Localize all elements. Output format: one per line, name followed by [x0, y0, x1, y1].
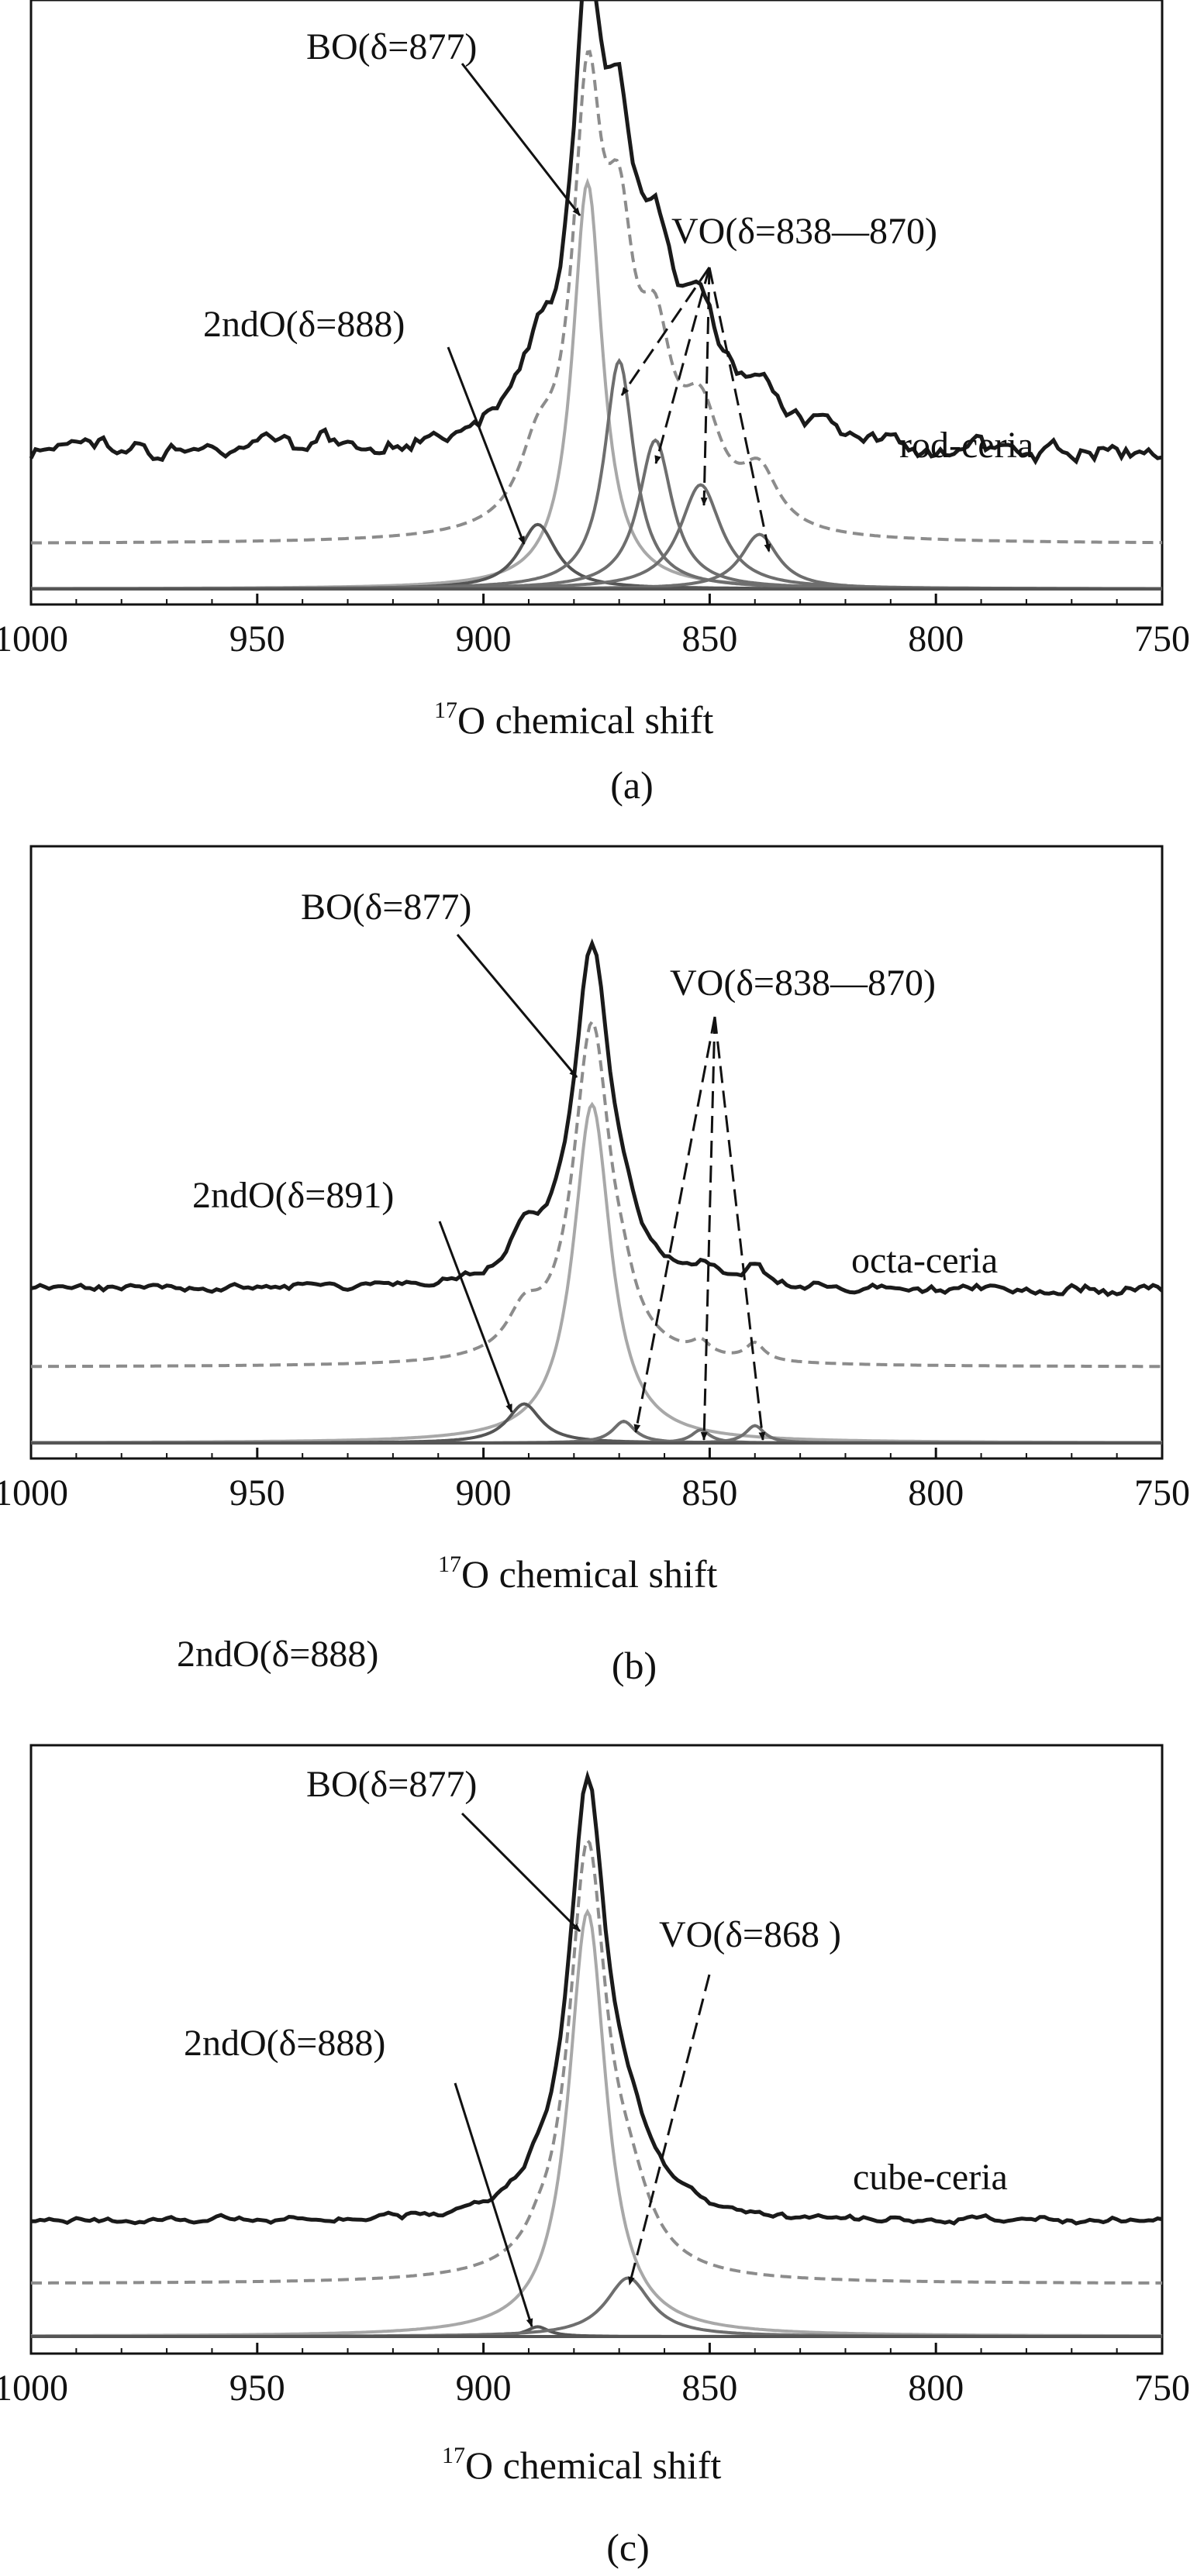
- annotation-arrows: [447, 63, 771, 553]
- bo-annotation: BO(δ=877): [306, 1764, 477, 1805]
- x-tick-label: 800: [908, 1472, 964, 1514]
- x-tick-label: 900: [456, 1472, 512, 1514]
- bo-annotation: BO(δ=877): [306, 26, 477, 67]
- x-tick-label: 850: [681, 618, 737, 659]
- bo-annotation: BO(δ=877): [301, 887, 471, 928]
- x-tick-label: 950: [229, 2368, 285, 2409]
- panel-label: (b): [612, 1644, 657, 1687]
- spectra: [30, 938, 1164, 1445]
- x-axis-title-superscript: 17: [434, 697, 457, 723]
- spectra: [29, 0, 1163, 591]
- vo-annotation: VO(δ=838—870): [670, 963, 936, 1004]
- x-tick-label: 750: [1134, 618, 1190, 659]
- vo-annotation: VO(δ=868 ): [659, 1914, 841, 1955]
- x-axis-ticks: 1000 950 900 850 800 750: [0, 1448, 1190, 1514]
- annotation-arrows: [438, 934, 766, 1441]
- sample-label: octa-ceria: [851, 1240, 998, 1281]
- component-curve-vo-component-2: [31, 357, 1162, 591]
- component-curve-2ndo-component-1: [31, 522, 1162, 591]
- x-axis-title-superscript: 17: [438, 1551, 461, 1577]
- vo-annotation: VO(δ=838—870): [671, 211, 937, 252]
- spectra: [30, 1770, 1163, 2338]
- plot-frame: [29, 1744, 1164, 2355]
- component-curve-bo-component-0: [31, 1908, 1163, 2338]
- fit-sum-curve: [31, 1837, 1163, 2285]
- x-axis-title-text: O chemical shift: [457, 698, 714, 742]
- plot-frame: [29, 845, 1164, 1460]
- panel-label: (a): [610, 763, 654, 807]
- panel-a: 1000 950 900 850 800 750 BO(δ=877) VO(δ=838—8…: [0, 0, 1190, 807]
- x-axis-title-text: O chemical shift: [465, 2443, 722, 2487]
- second-oxygen-annotation: 2ndO(δ=888): [203, 304, 405, 345]
- component-curve-bo-component-0: [31, 177, 1162, 591]
- x-tick-label: 850: [681, 2368, 737, 2409]
- x-tick-label: 750: [1134, 2368, 1190, 2409]
- x-tick-label: 800: [908, 618, 964, 659]
- x-tick-label: 1000: [0, 1472, 68, 1514]
- component-curve-vo-component-2: [31, 1419, 1162, 1445]
- x-axis-title-text: O chemical shift: [461, 1552, 718, 1596]
- fit-sum-curve: [31, 50, 1162, 545]
- x-tick-label: 850: [681, 1472, 737, 1514]
- x-axis-title: 17O chemical shift: [442, 2443, 722, 2487]
- x-tick-label: 950: [229, 618, 285, 659]
- annotation-arrows: [454, 1812, 711, 2328]
- x-tick-label: 750: [1134, 1472, 1190, 1514]
- x-tick-label: 950: [229, 1472, 285, 1514]
- x-axis-title: 17O chemical shift: [438, 1551, 718, 1596]
- panel-b: 1000 950 900 850 800 750 BO(δ=877) VO(δ=838—8…: [0, 845, 1190, 1687]
- experimental-spectrum: [30, 1770, 1163, 2226]
- panel-label: (c): [606, 2526, 650, 2569]
- x-tick-label: 1000: [0, 2368, 68, 2409]
- x-tick-label: 900: [456, 2368, 512, 2409]
- component-curve-vo-component-2: [31, 2276, 1162, 2338]
- panel-c: 1000 950 900 850 800 750 BO(δ=877) VO(δ=868 )…: [0, 1744, 1190, 2569]
- stray-label: 2ndO(δ=888): [177, 1634, 378, 1675]
- x-axis-ticks: 1000 950 900 850 800 750: [0, 2343, 1190, 2409]
- plot-frame: [29, 0, 1164, 606]
- x-axis-title: 17O chemical shift: [434, 697, 714, 742]
- second-oxygen-annotation: 2ndO(δ=891): [192, 1175, 394, 1216]
- x-tick-label: 1000: [0, 618, 68, 659]
- x-tick-label: 800: [908, 2368, 964, 2409]
- x-axis-title-superscript: 17: [442, 2443, 465, 2468]
- x-axis-ticks: 1000 950 900 850 800 750: [0, 594, 1190, 659]
- experimental-spectrum: [30, 938, 1164, 1297]
- second-oxygen-annotation: 2ndO(δ=888): [184, 2023, 385, 2064]
- x-tick-label: 900: [456, 618, 512, 659]
- experimental-spectrum: [29, 0, 1163, 466]
- sample-label: cube-ceria: [853, 2157, 1008, 2198]
- sample-label: rod-ceria: [899, 425, 1033, 466]
- fit-sum-curve: [31, 1018, 1162, 1369]
